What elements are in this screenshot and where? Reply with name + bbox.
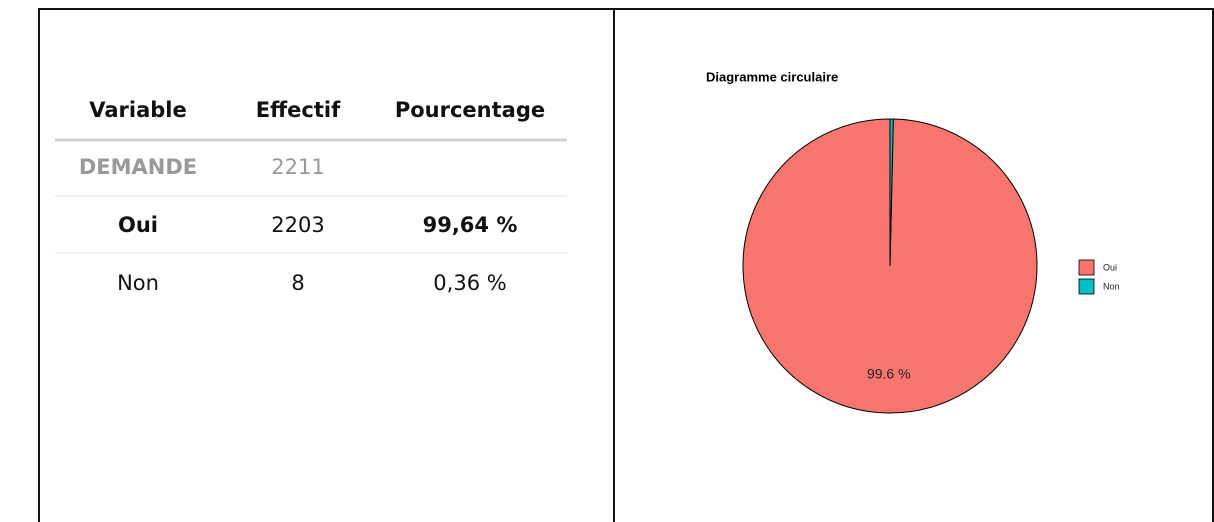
slice-label: 99.6 % — [867, 365, 911, 381]
table-cell: Non — [117, 271, 159, 295]
pie-slice — [889, 118, 894, 267]
chart-title: Diagramme circulaire — [706, 69, 838, 84]
table-cell: 2211 — [271, 155, 324, 179]
column-header: Effectif — [256, 98, 341, 122]
table-cell: 0,36 % — [433, 271, 506, 295]
table-cell: 99,64 % — [423, 213, 518, 237]
legend-label: Non — [1103, 281, 1120, 291]
table-cell: 8 — [291, 271, 304, 295]
legend-swatch — [1078, 278, 1095, 295]
column-header: Variable — [89, 98, 186, 122]
legend-swatch — [1078, 259, 1095, 276]
column-header: Pourcentage — [395, 98, 545, 122]
legend-label: Oui — [1103, 262, 1117, 272]
table-cell: Oui — [118, 213, 158, 237]
frame — [38, 8, 1214, 522]
table-cell: DEMANDE — [79, 155, 197, 179]
table-cell: 2203 — [271, 213, 324, 237]
